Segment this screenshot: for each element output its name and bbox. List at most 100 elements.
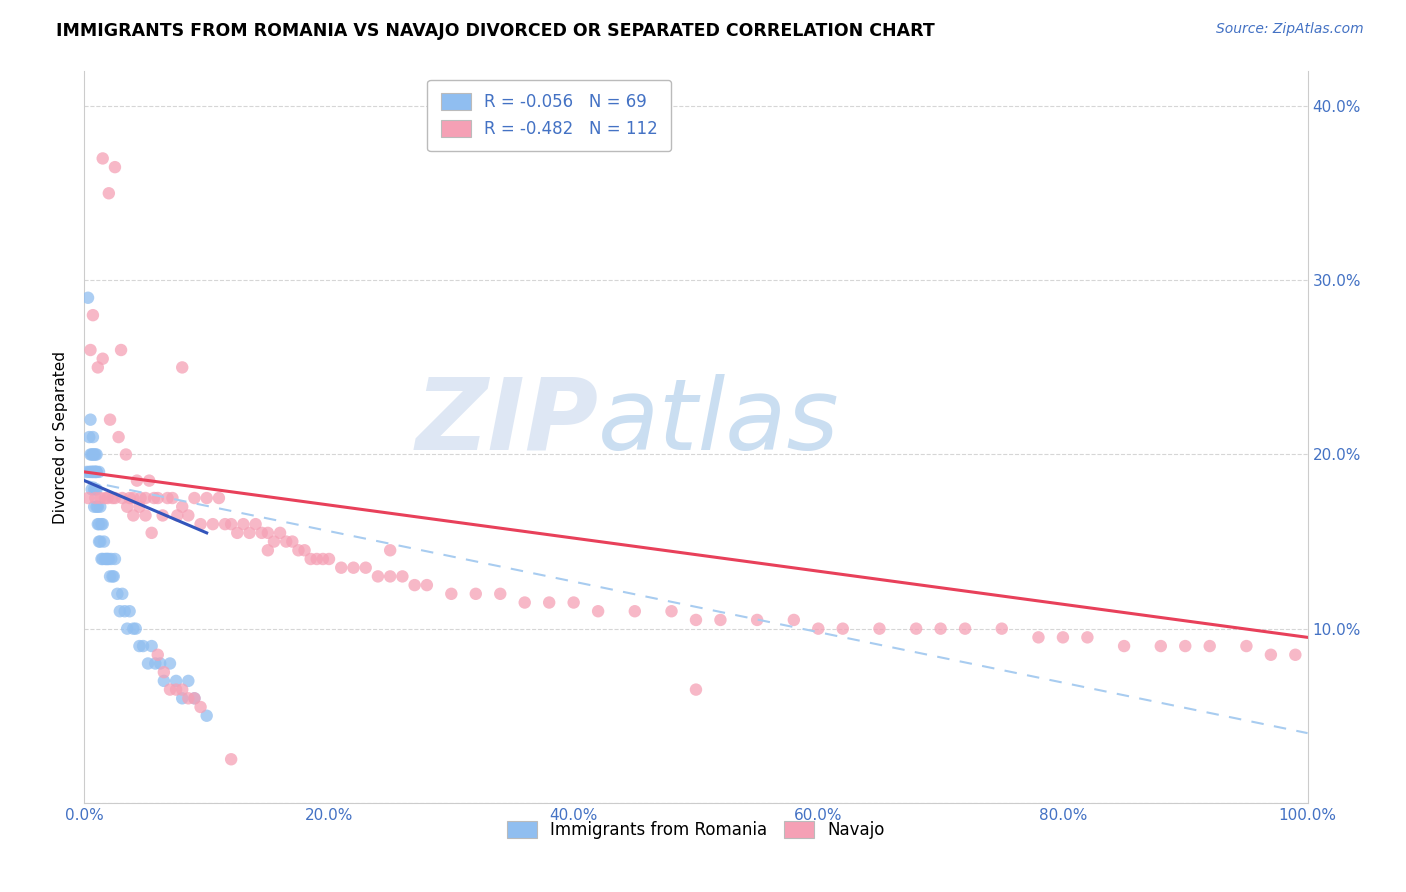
- Point: [1028, 631, 1050, 645]
- Point: [238, 525, 260, 540]
- Point: [87, 517, 110, 532]
- Point: [87, 534, 110, 549]
- Point: [89, 534, 111, 549]
- Point: [416, 578, 439, 592]
- Point: [380, 543, 402, 558]
- Point: [305, 552, 328, 566]
- Text: IMMIGRANTS FROM ROMANIA VS NAVAJO DIVORCED OR SEPARATED CORRELATION CHART: IMMIGRANTS FROM ROMANIA VS NAVAJO DIVORC…: [56, 22, 935, 40]
- Point: [86, 483, 108, 497]
- Point: [77, 291, 100, 305]
- Point: [146, 491, 169, 505]
- Point: [129, 491, 152, 505]
- Point: [128, 639, 150, 653]
- Point: [84, 483, 107, 497]
- Point: [89, 500, 111, 514]
- Point: [87, 360, 110, 375]
- Point: [111, 587, 134, 601]
- Point: [1284, 648, 1306, 662]
- Point: [84, 491, 107, 505]
- Point: [146, 648, 169, 662]
- Point: [79, 465, 101, 479]
- Point: [141, 639, 163, 653]
- Point: [100, 552, 122, 566]
- Point: [1114, 639, 1136, 653]
- Point: [115, 500, 138, 514]
- Point: [177, 508, 200, 523]
- Point: [115, 448, 138, 462]
- Point: [318, 552, 340, 566]
- Point: [250, 525, 273, 540]
- Point: [141, 525, 163, 540]
- Point: [219, 752, 242, 766]
- Point: [869, 622, 891, 636]
- Point: [87, 465, 110, 479]
- Point: [91, 517, 114, 532]
- Point: [276, 534, 298, 549]
- Point: [110, 343, 132, 357]
- Point: [84, 448, 107, 462]
- Point: [226, 525, 249, 540]
- Text: atlas: atlas: [598, 374, 839, 471]
- Point: [159, 682, 181, 697]
- Point: [263, 534, 285, 549]
- Point: [89, 491, 111, 505]
- Point: [118, 604, 141, 618]
- Point: [84, 465, 107, 479]
- Point: [201, 517, 224, 532]
- Point: [101, 569, 124, 583]
- Point: [82, 465, 104, 479]
- Point: [83, 500, 105, 514]
- Point: [183, 691, 205, 706]
- Point: [91, 152, 114, 166]
- Text: Source: ZipAtlas.com: Source: ZipAtlas.com: [1216, 22, 1364, 37]
- Point: [159, 657, 181, 671]
- Point: [245, 517, 267, 532]
- Point: [77, 491, 100, 505]
- Point: [118, 491, 141, 505]
- Point: [257, 543, 280, 558]
- Point: [83, 448, 105, 462]
- Point: [86, 448, 108, 462]
- Point: [538, 595, 561, 609]
- Point: [97, 552, 120, 566]
- Point: [80, 448, 103, 462]
- Point: [94, 491, 117, 505]
- Point: [747, 613, 769, 627]
- Point: [122, 508, 145, 523]
- Point: [183, 491, 205, 505]
- Point: [122, 622, 145, 636]
- Point: [172, 360, 194, 375]
- Point: [87, 500, 110, 514]
- Point: [208, 491, 231, 505]
- Point: [214, 517, 236, 532]
- Point: [97, 491, 120, 505]
- Point: [103, 569, 125, 583]
- Point: [586, 604, 609, 618]
- Point: [281, 534, 304, 549]
- Point: [138, 474, 160, 488]
- Point: [287, 543, 309, 558]
- Point: [342, 560, 364, 574]
- Point: [149, 657, 172, 671]
- Point: [128, 500, 150, 514]
- Point: [79, 343, 101, 357]
- Point: [91, 552, 114, 566]
- Point: [108, 604, 131, 618]
- Point: [354, 560, 377, 574]
- Point: [1198, 639, 1220, 653]
- Point: [166, 508, 188, 523]
- Point: [195, 491, 218, 505]
- Point: [82, 465, 104, 479]
- Point: [84, 465, 107, 479]
- Point: [232, 517, 254, 532]
- Point: [269, 525, 291, 540]
- Point: [77, 465, 100, 479]
- Point: [172, 500, 194, 514]
- Point: [143, 491, 166, 505]
- Point: [90, 517, 112, 532]
- Point: [929, 622, 952, 636]
- Point: [114, 604, 136, 618]
- Point: [153, 665, 176, 680]
- Point: [153, 673, 176, 688]
- Point: [1236, 639, 1258, 653]
